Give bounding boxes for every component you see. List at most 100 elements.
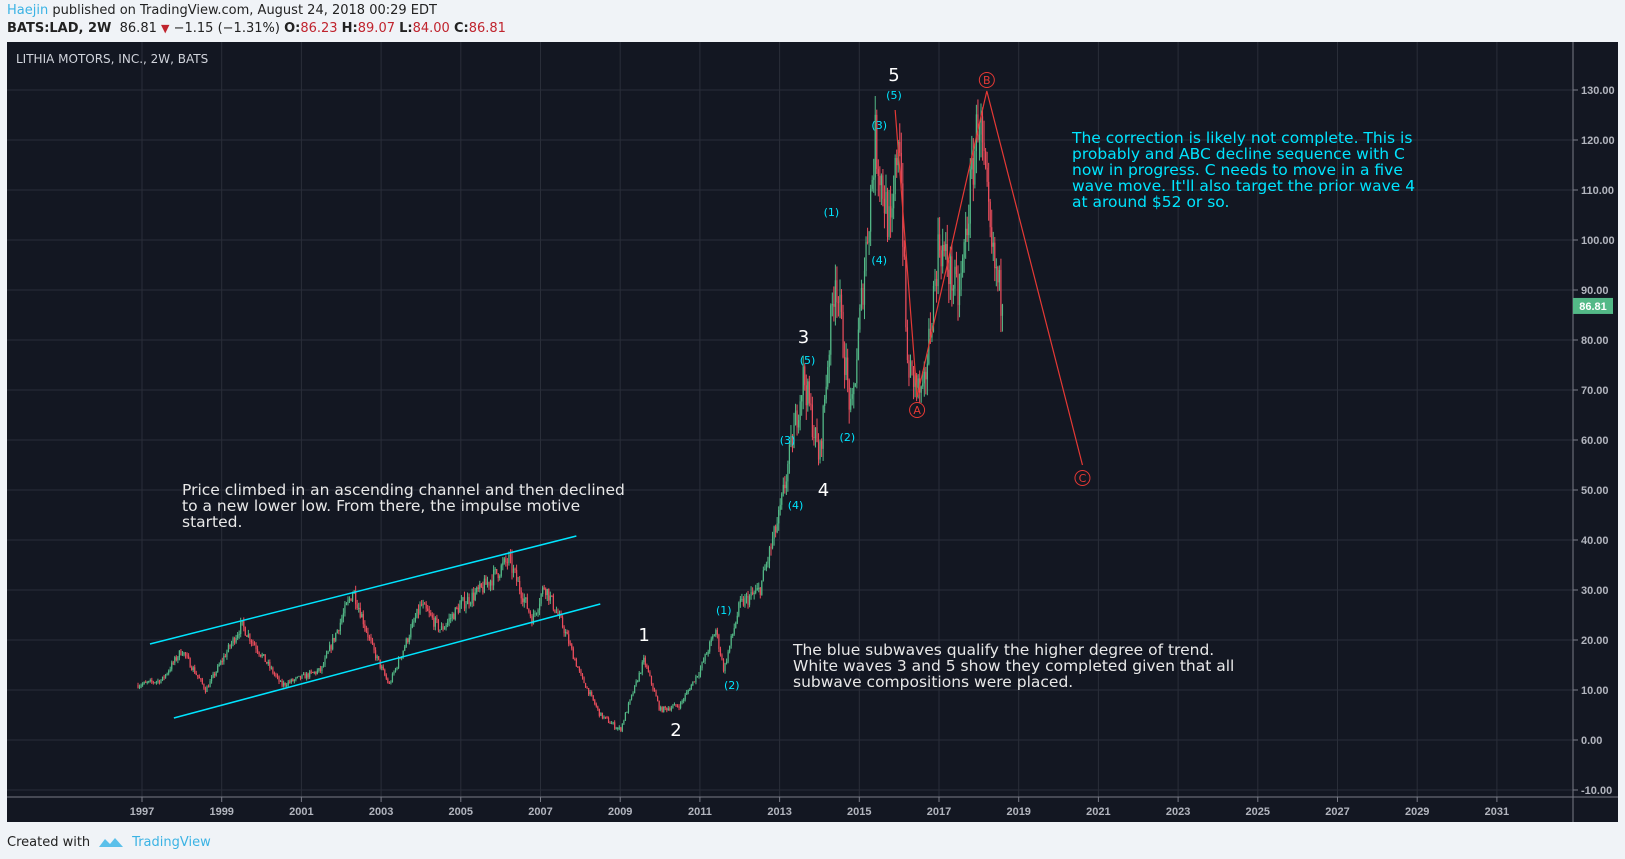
- candle-body: [140, 685, 142, 687]
- candle-body: [851, 394, 853, 399]
- candle-body: [781, 493, 783, 505]
- candle-body: [440, 626, 443, 630]
- close-label: C:: [453, 21, 469, 36]
- candle-body: [799, 401, 801, 421]
- candle-body: [586, 687, 588, 689]
- publish-text: published on TradingView.com, August 24,…: [52, 3, 437, 18]
- price-chart[interactable]: 130.00 120.00 110.00 100.00 90.00 80.00 70.00 6…: [7, 42, 1618, 822]
- candle-body: [339, 622, 341, 632]
- chart-title: LITHIA MOTORS, INC., 2W, BATS: [16, 52, 209, 66]
- candle-body: [836, 280, 838, 303]
- candle-body: [713, 635, 715, 637]
- candle-body: [854, 383, 856, 387]
- candle-body: [223, 656, 225, 662]
- candle-body: [808, 381, 810, 404]
- candle-body: [465, 604, 467, 609]
- candle-body: [373, 643, 375, 651]
- candle-body: [195, 673, 197, 675]
- candle-body: [660, 707, 662, 710]
- candle-body: [966, 228, 968, 236]
- chart-canvas[interactable]: 130.00120.00110.00100.0090.0080.0070.006…: [7, 42, 1618, 822]
- candle-body: [379, 659, 381, 668]
- candle-body: [923, 371, 925, 384]
- candle-body: [215, 671, 217, 676]
- candle-body: [594, 700, 596, 705]
- candle-body: [644, 657, 646, 666]
- candle-body: [267, 662, 269, 664]
- note-correction: The correction is likely not complete. T…: [1072, 129, 1416, 211]
- candle-body: [460, 600, 463, 605]
- candle-body: [434, 617, 436, 627]
- candle-body: [365, 627, 367, 632]
- candle-body: [296, 676, 299, 678]
- candle-body: [690, 684, 692, 690]
- candle-body: [903, 246, 905, 257]
- candle-body: [568, 634, 570, 644]
- candle-body: [949, 256, 951, 285]
- candle-body: [658, 701, 660, 710]
- candle-body: [565, 631, 567, 634]
- y-tick-label: 100.00: [1581, 235, 1615, 247]
- candle-body: [414, 617, 417, 622]
- candle-body: [871, 179, 873, 189]
- x-tick-label: 2021: [1086, 806, 1110, 818]
- candle-body: [250, 641, 253, 643]
- candle-body: [770, 547, 772, 549]
- candle-body: [370, 637, 372, 641]
- candle-body: [336, 630, 338, 634]
- wave-label: 5: [888, 65, 899, 86]
- y-tick-label: 50.00: [1581, 485, 1609, 497]
- candle-body: [408, 637, 410, 642]
- candle-body: [551, 595, 553, 597]
- candle-body: [663, 706, 665, 713]
- candle-body: [673, 704, 676, 706]
- candle-body: [827, 367, 829, 387]
- candle-body: [338, 630, 340, 632]
- candle-body: [630, 694, 633, 700]
- candle-body: [537, 609, 539, 614]
- tradingview-link[interactable]: TradingView: [132, 834, 211, 850]
- candle-body: [834, 280, 836, 307]
- candle-body: [767, 561, 769, 564]
- candle-body: [830, 305, 832, 355]
- candle-body: [470, 603, 472, 605]
- candle-body: [422, 603, 424, 606]
- candle-body: [393, 672, 395, 674]
- candle-body: [448, 618, 450, 622]
- candle-body: [256, 649, 259, 653]
- candle-body: [316, 670, 318, 674]
- candle-body: [972, 157, 974, 185]
- candle-body: [656, 696, 659, 702]
- candle-body: [477, 587, 479, 589]
- candle-body: [430, 612, 432, 616]
- created-with-text: Created with: [7, 834, 91, 850]
- candle-body: [618, 727, 620, 729]
- wave-C-circle: [1074, 470, 1091, 486]
- candle-body: [325, 653, 328, 658]
- candle-body: [840, 294, 843, 312]
- author-link[interactable]: Haejin: [7, 3, 49, 18]
- subwave-label: (1): [824, 206, 840, 219]
- candle-body: [991, 227, 993, 247]
- candle-body: [603, 716, 605, 719]
- candle-body: [983, 142, 985, 151]
- candle-body: [912, 366, 915, 387]
- candle-body: [833, 304, 835, 307]
- candle-body: [623, 720, 625, 724]
- low-label: L:: [399, 21, 413, 36]
- candle-body: [870, 188, 872, 232]
- candle-body: [306, 673, 308, 679]
- candle-body: [512, 568, 515, 573]
- footer: Created with TradingView: [7, 834, 211, 850]
- candle-body: [722, 659, 725, 672]
- candle-body: [171, 662, 173, 670]
- last-price: 86.81: [119, 21, 157, 36]
- candle-body: [609, 722, 611, 724]
- candle-body: [417, 608, 420, 614]
- candle-body: [468, 597, 470, 605]
- candle-body: [203, 683, 205, 689]
- candle-body: [482, 586, 484, 593]
- candle-body: [661, 707, 663, 713]
- candle-body: [192, 667, 194, 671]
- candle-body: [384, 669, 386, 676]
